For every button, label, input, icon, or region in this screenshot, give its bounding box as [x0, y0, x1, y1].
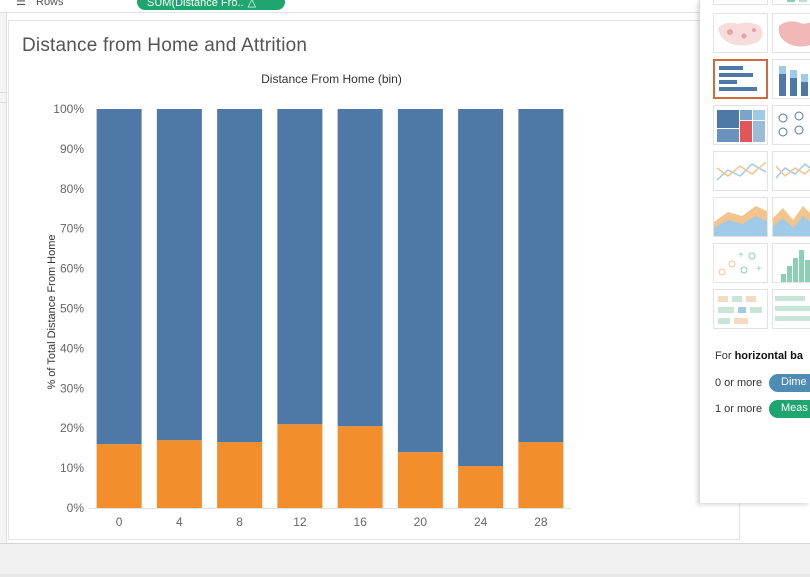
x-tick-label: 0 — [116, 515, 123, 529]
bar-segment[interactable] — [156, 440, 202, 508]
show-me-treemap-thumb[interactable] — [713, 105, 768, 145]
y-tick-label: 100% — [53, 102, 84, 116]
sheet-tab-strip — [0, 574, 810, 577]
rows-measure-pill[interactable]: SUM(Distance Fro.. △ — [137, 0, 285, 10]
status-bar — [0, 543, 810, 577]
bar-segment[interactable] — [337, 426, 383, 508]
bar-segment[interactable] — [277, 424, 323, 508]
hint-prefix: For — [715, 350, 735, 362]
x-tick-label: 16 — [353, 515, 367, 529]
worksheet-view[interactable]: Distance from Home and Attrition Distanc… — [8, 20, 740, 540]
show-me-panel: + + For horizontal ba 0 or more Dime 1 or… — [699, 0, 810, 503]
bar-segment[interactable] — [458, 466, 504, 508]
bar-segment[interactable] — [96, 444, 142, 508]
rows-shelf-label: Rows — [36, 0, 64, 8]
dimension-pill: Dime — [769, 374, 810, 392]
x-tick-label: 24 — [474, 515, 488, 529]
show-me-discrete-lines-thumb[interactable] — [772, 151, 810, 191]
table-calc-delta-icon: △ — [247, 0, 257, 9]
show-me-continuous-lines-thumb[interactable] — [713, 151, 768, 191]
x-tick-label: 12 — [293, 515, 307, 529]
bar-segment[interactable] — [397, 452, 443, 508]
y-tick-label: 50% — [60, 302, 84, 316]
y-tick-label: 90% — [60, 142, 84, 156]
show-me-horizontal-bars-thumb[interactable] — [713, 59, 768, 99]
bar-segment[interactable] — [277, 109, 323, 425]
stacked-bar-chart[interactable]: 0% 10% 20% 30% 40% 50% 60% 70% 80% 90% 100% 0 4 8 12 16… — [9, 21, 739, 539]
show-me-text-table-thumb[interactable] — [713, 0, 768, 5]
show-me-filled-map-thumb[interactable] — [772, 13, 810, 53]
show-me-histogram-thumb[interactable] — [772, 243, 810, 283]
left-panel-section — [0, 93, 7, 103]
x-tick-label: 8 — [236, 515, 243, 529]
bar-segment[interactable] — [397, 109, 443, 453]
bar-segment[interactable] — [458, 109, 504, 467]
y-tick-label: 20% — [60, 421, 84, 435]
left-panel-section — [0, 13, 7, 93]
left-panel-edge[interactable] — [0, 13, 7, 543]
worksheet-title[interactable]: Distance from Home and Attrition — [22, 35, 308, 56]
y-tick-label: 30% — [60, 381, 84, 395]
show-me-discrete-area-thumb[interactable] — [772, 197, 810, 237]
show-me-circle-views-thumb[interactable] — [772, 105, 810, 145]
rows-shelf[interactable]: ☰ Rows SUM(Distance Fro.. △ — [0, 0, 810, 13]
bar-segment[interactable] — [217, 442, 263, 508]
rows-icon: ☰ — [16, 0, 26, 8]
hint-chart-type: horizontal ba — [734, 350, 804, 362]
y-tick-label: 10% — [60, 461, 84, 475]
bar-segment[interactable] — [217, 109, 263, 443]
measure-pill: Meas — [769, 400, 810, 418]
measure-requirement: 1 or more — [715, 403, 763, 415]
svg-text:+: + — [738, 250, 744, 261]
bar-segment[interactable] — [337, 109, 383, 427]
show-me-continuous-area-thumb[interactable] — [713, 197, 768, 237]
x-tick-label: 4 — [176, 515, 183, 529]
show-me-scatter-plot-thumb[interactable]: + + — [713, 243, 768, 283]
x-tick-label: 28 — [534, 515, 548, 529]
y-tick-label: 70% — [60, 222, 84, 236]
show-me-gantt-thumb[interactable] — [772, 289, 810, 329]
bar-segment[interactable] — [156, 109, 202, 441]
y-tick-label: 0% — [67, 501, 85, 515]
show-me-box-plot-thumb[interactable] — [713, 289, 768, 329]
bar-segment[interactable] — [96, 109, 142, 445]
svg-text:+: + — [756, 264, 762, 275]
show-me-stacked-bars-thumb[interactable] — [772, 59, 810, 99]
show-me-symbol-map-thumb[interactable] — [713, 13, 768, 53]
y-tick-label: 40% — [60, 341, 84, 355]
x-axis-title[interactable]: Distance From Home (bin) — [261, 72, 402, 86]
bar-segment[interactable] — [518, 109, 564, 443]
show-me-hint: For horizontal ba — [715, 350, 803, 362]
rows-pill-label: SUM(Distance Fro.. — [147, 0, 244, 9]
show-me-heat-map-thumb[interactable] — [772, 0, 810, 5]
y-tick-label: 80% — [60, 182, 84, 196]
y-tick-label: 60% — [60, 262, 84, 276]
dimension-requirement: 0 or more — [715, 377, 763, 389]
x-tick-label: 20 — [414, 515, 428, 529]
bar-segment[interactable] — [518, 442, 564, 508]
